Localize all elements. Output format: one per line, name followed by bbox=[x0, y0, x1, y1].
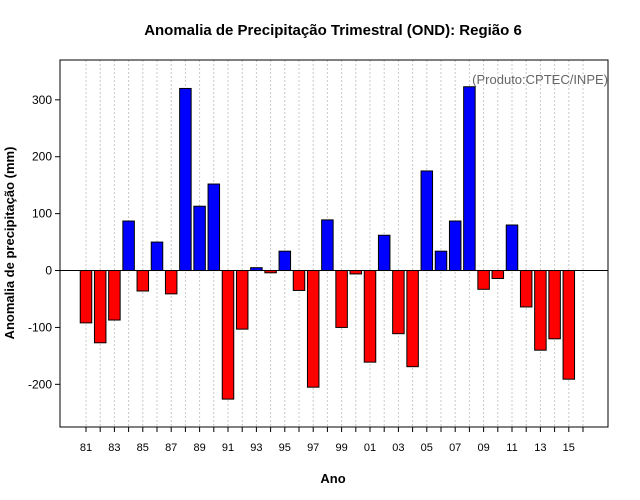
bar-2001 bbox=[363, 270, 377, 363]
bar-2000 bbox=[349, 270, 363, 275]
x-tick-label: 99 bbox=[335, 442, 347, 454]
x-tick-label: 93 bbox=[250, 442, 262, 454]
bar-2007 bbox=[448, 220, 462, 272]
bar-1982 bbox=[93, 270, 107, 344]
source-note: (Produto:CPTEC/INPE) bbox=[472, 72, 608, 87]
y-tick-label: 100 bbox=[32, 207, 52, 221]
bar-1995 bbox=[278, 250, 292, 272]
bar-2013 bbox=[534, 270, 547, 351]
bar-1999 bbox=[335, 270, 348, 328]
bar-2003 bbox=[392, 270, 405, 335]
bar-2004 bbox=[406, 270, 419, 368]
bar-2010 bbox=[491, 270, 505, 279]
plot-frame bbox=[59, 59, 609, 428]
y-axis-label: Anomalia de precipitação (mm) bbox=[2, 147, 17, 340]
bar-1990 bbox=[207, 183, 221, 272]
bar-2005 bbox=[420, 170, 434, 272]
chart-title: Anomalia de Precipitação Trimestral (OND… bbox=[144, 22, 522, 39]
y-tick-label: -100 bbox=[28, 320, 52, 334]
x-tick-label: 11 bbox=[506, 442, 517, 454]
bar-1986 bbox=[150, 241, 164, 272]
bar-2015 bbox=[562, 270, 576, 380]
bar-1988 bbox=[179, 87, 192, 272]
y-tick-label: 200 bbox=[32, 150, 52, 164]
bar-1996 bbox=[292, 270, 306, 291]
bar-1985 bbox=[136, 270, 150, 292]
bar-1984 bbox=[122, 220, 135, 272]
x-tick-label: 15 bbox=[563, 442, 575, 454]
bar-1981 bbox=[79, 270, 93, 324]
x-tick-label: 95 bbox=[279, 442, 291, 454]
bar-2011 bbox=[505, 224, 519, 272]
x-tick-label: 89 bbox=[193, 442, 205, 454]
x-tick-label: 85 bbox=[137, 442, 149, 454]
x-tick-label: 91 bbox=[222, 442, 234, 454]
y-axis: -200 -100 0 100 200 300 bbox=[28, 93, 60, 391]
bar-1998 bbox=[321, 219, 334, 272]
bars bbox=[79, 86, 576, 400]
bar-2008 bbox=[463, 86, 476, 272]
bar-2014 bbox=[548, 270, 561, 340]
x-tick-label: 07 bbox=[449, 442, 461, 454]
x-tick-label: 09 bbox=[477, 442, 489, 454]
y-tick-label: 300 bbox=[32, 93, 52, 107]
x-tick-label: 83 bbox=[108, 442, 120, 454]
bar-1992 bbox=[235, 270, 249, 330]
bar-2002 bbox=[377, 234, 391, 272]
bar-1991 bbox=[221, 270, 235, 400]
x-tick-label: 03 bbox=[392, 442, 404, 454]
bar-1983 bbox=[108, 270, 121, 321]
x-tick-label: 97 bbox=[307, 442, 319, 454]
x-tick-label: 13 bbox=[534, 442, 546, 454]
bar-2012 bbox=[519, 270, 533, 308]
bar-2009 bbox=[477, 270, 490, 290]
bar-2006 bbox=[434, 250, 448, 272]
bar-1987 bbox=[164, 270, 178, 295]
x-tick-label: 87 bbox=[165, 442, 177, 454]
bar-1997 bbox=[306, 270, 320, 388]
bar-1989 bbox=[193, 205, 206, 272]
x-tick-label: 81 bbox=[80, 442, 92, 454]
y-tick-label: 0 bbox=[45, 264, 52, 278]
y-tick-label: -200 bbox=[28, 377, 52, 391]
x-tick-label: 05 bbox=[421, 442, 433, 454]
x-axis: 81 83 85 87 89 91 93 95 97 99 01 03 05 07 09 11 13 15 bbox=[80, 427, 584, 454]
x-tick-label: 01 bbox=[364, 442, 376, 454]
x-axis-label: Ano bbox=[320, 471, 345, 486]
